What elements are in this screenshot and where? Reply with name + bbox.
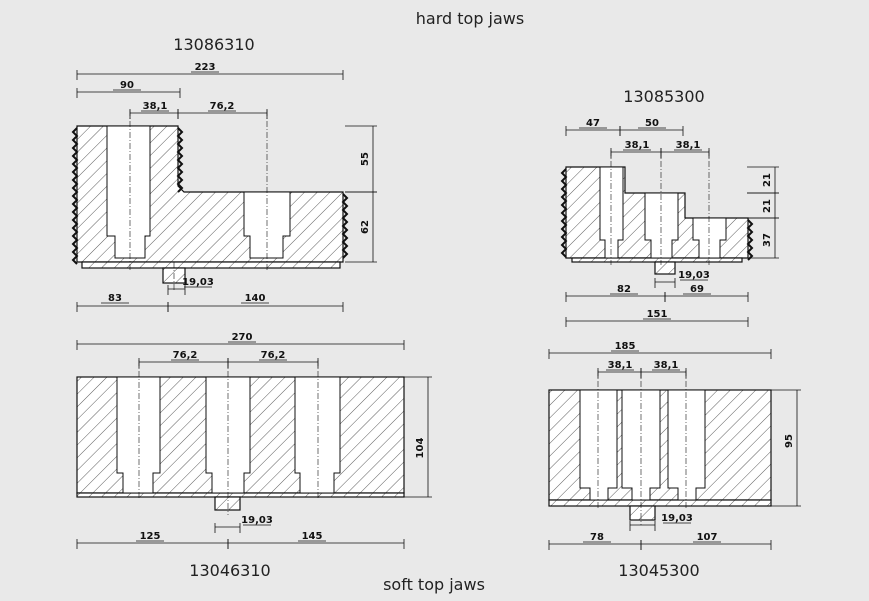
bore [116,376,161,494]
dimension-label: 19,03 [678,270,710,281]
dimension-label: 38,1 [625,140,650,151]
dimension-label: 38,1 [676,140,701,151]
footer: soft top jaws [383,575,485,594]
base-plate [214,496,241,511]
dimension-label: 104 [415,438,426,459]
bore [294,376,341,494]
dimension-label: 62 [360,220,371,234]
dimension-label: 82 [617,284,631,295]
serration [176,127,184,193]
jaw-shapes [71,110,772,525]
dimension-label: 140 [245,293,266,304]
part-number: 13046310 [189,561,270,580]
dimension-label: 125 [140,531,161,542]
dimension-label: 69 [690,284,704,295]
dimension-label: 270 [232,332,253,343]
dimension-label: 223 [195,62,216,73]
serration [71,127,79,265]
dimension-label: 76,2 [261,350,286,361]
serration [746,219,754,261]
dimensions: 223 90 38,1 76,2 55 62 83 19,03 140 47 50 38,1 38,1 2… [76,62,801,550]
dimension-label: 19,03 [182,277,214,288]
dimension-label: 151 [647,309,668,320]
dimension-label: 19,03 [241,515,273,526]
dimension-label: 185 [615,341,636,352]
dimension-label: 38,1 [608,360,633,371]
dimension-label: 47 [586,118,600,129]
dimension-label: 78 [590,532,604,543]
dimension-label: 55 [360,152,371,166]
bore [106,125,151,259]
dimension-label: 83 [108,293,122,304]
bore [667,389,706,501]
dimension-label: 21 [762,173,773,187]
bore [579,389,618,501]
title: hard top jaws [416,9,524,28]
serration [560,168,568,258]
dimension-label: 76,2 [210,101,235,112]
bore [644,192,679,259]
base-plate [654,261,676,275]
base-plate [548,499,772,507]
dimension-label: 95 [784,434,795,448]
bore [599,166,624,259]
base-plate [629,505,656,521]
base-plate [81,261,341,269]
dimension-label: 145 [302,531,323,542]
serration [341,193,349,259]
part-number: 13086310 [173,35,254,54]
base-plate [571,257,743,263]
dimension-label: 38,1 [654,360,679,371]
base-plate [76,492,405,498]
dimension-label: 90 [120,80,134,91]
dimension-label: 38,1 [143,101,168,112]
dimension-label: 19,03 [661,513,693,524]
bore [692,217,727,259]
dimension-label: 37 [762,233,773,247]
dimension-label: 76,2 [173,350,198,361]
dimension-label: 107 [697,532,718,543]
part-number: 13045300 [618,561,699,580]
dimension-label: 50 [645,118,659,129]
dimension-label: 21 [762,199,773,213]
part-number: 13085300 [623,87,704,106]
